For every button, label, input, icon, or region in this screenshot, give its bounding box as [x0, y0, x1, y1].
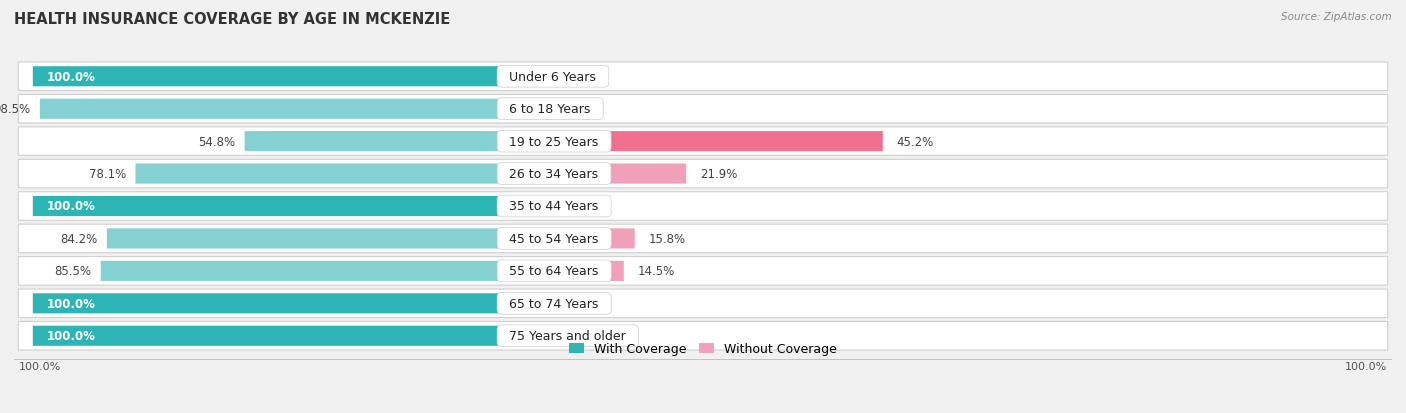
Text: 0.0%: 0.0%	[516, 330, 546, 342]
FancyBboxPatch shape	[18, 192, 1388, 221]
Text: 85.5%: 85.5%	[55, 265, 91, 278]
Text: 100.0%: 100.0%	[46, 297, 96, 310]
FancyBboxPatch shape	[502, 132, 883, 152]
FancyBboxPatch shape	[502, 229, 634, 249]
Text: 45.2%: 45.2%	[897, 135, 934, 148]
Text: Under 6 Years: Under 6 Years	[502, 71, 605, 83]
Text: 6 to 18 Years: 6 to 18 Years	[502, 103, 599, 116]
Text: 21.9%: 21.9%	[700, 168, 738, 180]
Text: 84.2%: 84.2%	[60, 233, 97, 245]
FancyBboxPatch shape	[18, 225, 1388, 253]
Text: 55 to 64 Years: 55 to 64 Years	[502, 265, 607, 278]
FancyBboxPatch shape	[39, 100, 502, 119]
FancyBboxPatch shape	[32, 197, 502, 216]
Text: 65 to 74 Years: 65 to 74 Years	[502, 297, 607, 310]
FancyBboxPatch shape	[18, 95, 1388, 123]
FancyBboxPatch shape	[101, 261, 502, 281]
Text: 54.8%: 54.8%	[198, 135, 235, 148]
FancyBboxPatch shape	[18, 322, 1388, 350]
Text: 100.0%: 100.0%	[46, 330, 96, 342]
Text: 100.0%: 100.0%	[1346, 361, 1388, 371]
FancyBboxPatch shape	[135, 164, 502, 184]
FancyBboxPatch shape	[245, 132, 502, 152]
Text: 0.0%: 0.0%	[516, 200, 546, 213]
Legend: With Coverage, Without Coverage: With Coverage, Without Coverage	[564, 337, 842, 361]
FancyBboxPatch shape	[32, 326, 502, 346]
Text: 1.5%: 1.5%	[529, 103, 558, 116]
Text: 100.0%: 100.0%	[18, 361, 60, 371]
Text: 100.0%: 100.0%	[46, 200, 96, 213]
Text: 98.5%: 98.5%	[0, 103, 31, 116]
FancyBboxPatch shape	[18, 128, 1388, 156]
Text: 19 to 25 Years: 19 to 25 Years	[502, 135, 607, 148]
Text: 0.0%: 0.0%	[516, 297, 546, 310]
FancyBboxPatch shape	[32, 67, 502, 87]
FancyBboxPatch shape	[18, 160, 1388, 188]
Text: 75 Years and older: 75 Years and older	[502, 330, 634, 342]
Text: 26 to 34 Years: 26 to 34 Years	[502, 168, 606, 180]
FancyBboxPatch shape	[502, 261, 624, 281]
Text: 0.0%: 0.0%	[516, 71, 546, 83]
FancyBboxPatch shape	[32, 294, 502, 313]
Text: HEALTH INSURANCE COVERAGE BY AGE IN MCKENZIE: HEALTH INSURANCE COVERAGE BY AGE IN MCKE…	[14, 12, 450, 27]
FancyBboxPatch shape	[107, 229, 502, 249]
Text: Source: ZipAtlas.com: Source: ZipAtlas.com	[1281, 12, 1392, 22]
FancyBboxPatch shape	[502, 100, 515, 119]
Text: 35 to 44 Years: 35 to 44 Years	[502, 200, 607, 213]
Text: 14.5%: 14.5%	[638, 265, 675, 278]
Text: 45 to 54 Years: 45 to 54 Years	[502, 233, 607, 245]
FancyBboxPatch shape	[18, 290, 1388, 318]
Text: 15.8%: 15.8%	[648, 233, 686, 245]
Text: 100.0%: 100.0%	[46, 71, 96, 83]
FancyBboxPatch shape	[502, 164, 686, 184]
FancyBboxPatch shape	[18, 63, 1388, 91]
Text: 78.1%: 78.1%	[89, 168, 127, 180]
FancyBboxPatch shape	[18, 257, 1388, 285]
